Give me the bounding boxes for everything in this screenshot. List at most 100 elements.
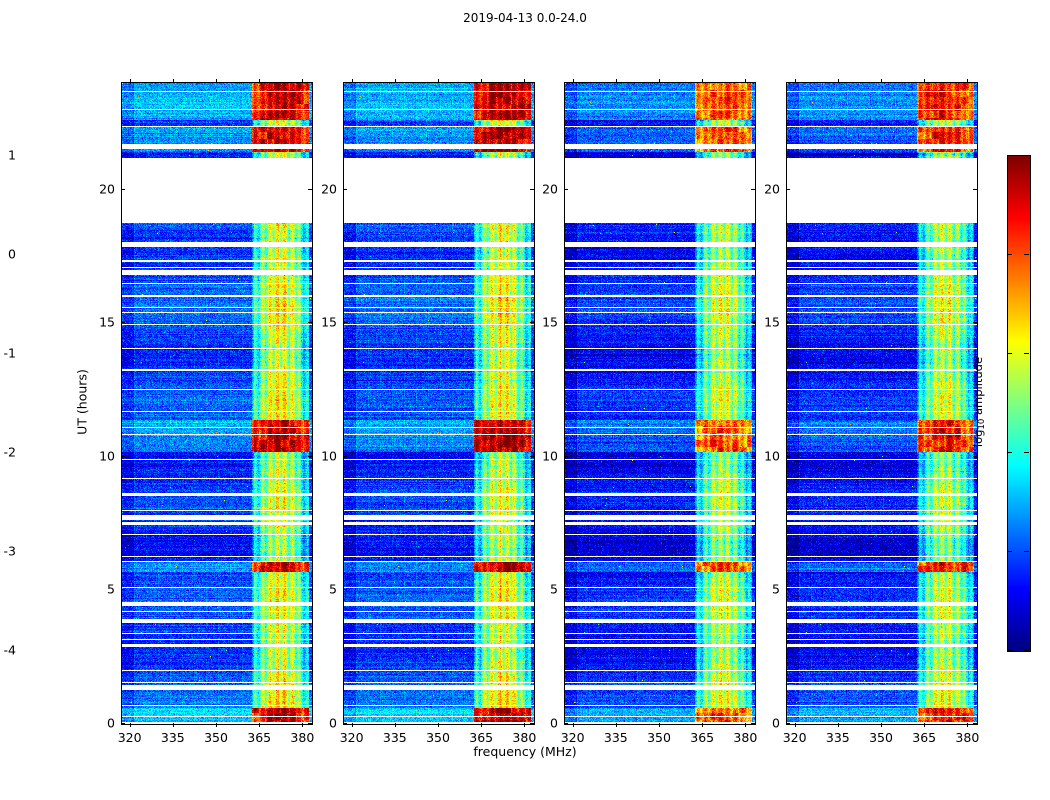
y-tick-mark xyxy=(530,455,534,457)
y-tick-label: 20 xyxy=(321,181,337,197)
x-tick-label: 365 xyxy=(690,730,715,745)
y-tick-mark xyxy=(751,322,755,324)
y-tick-label: 0 xyxy=(107,715,115,731)
x-tick-label: 350 xyxy=(426,730,450,745)
x-tick-mark xyxy=(351,723,353,727)
x-tick-mark xyxy=(837,723,839,727)
colorbar-tick-label: -1 xyxy=(3,345,16,361)
x-tick-mark xyxy=(967,79,969,83)
x-tick-mark xyxy=(572,79,574,83)
y-tick-mark xyxy=(973,322,977,324)
x-tick-label: 320 xyxy=(117,730,142,745)
y-tick-mark xyxy=(786,455,790,457)
y-tick-mark xyxy=(121,322,125,324)
y-tick-label: 15 xyxy=(321,314,337,330)
y-tick-mark xyxy=(121,188,125,190)
x-tick-label: 350 xyxy=(204,730,228,745)
x-tick-label: 350 xyxy=(869,730,893,745)
y-tick-mark xyxy=(751,723,755,724)
colorbar-tick-mark xyxy=(1007,254,1012,255)
y-tick-label: 20 xyxy=(542,181,558,197)
x-tick-mark xyxy=(438,723,439,727)
x-tick-mark xyxy=(794,79,796,83)
x-tick-mark xyxy=(172,723,174,727)
x-tick-mark xyxy=(702,79,704,83)
y-tick-mark xyxy=(308,455,312,457)
x-tick-mark xyxy=(524,723,526,727)
x-tick-mark xyxy=(524,79,526,83)
x-tick-mark xyxy=(702,723,704,727)
colorbar xyxy=(1007,155,1031,652)
y-tick-mark xyxy=(343,589,347,591)
panel-yy: YY, V2*V16=EA12*EA06 xyxy=(343,82,535,725)
y-tick-mark xyxy=(308,589,312,591)
y-tick-mark xyxy=(530,322,534,324)
figure-suptitle: 2019-04-13 0.0-24.0 xyxy=(463,11,587,25)
panel-xy: XY, V2*V16=EA12*EA06 xyxy=(564,82,756,725)
y-tick-label: 5 xyxy=(329,581,337,597)
waterfall-canvas-xx xyxy=(122,83,312,724)
colorbar-tick-label: -3 xyxy=(3,543,16,559)
y-tick-label: 0 xyxy=(329,715,337,731)
y-tick-mark xyxy=(308,322,312,324)
x-tick-label: 320 xyxy=(560,730,585,745)
y-tick-mark xyxy=(121,589,125,591)
y-tick-label: 20 xyxy=(764,181,780,197)
x-tick-mark xyxy=(129,79,131,83)
waterfall-canvas-yy xyxy=(344,83,534,724)
x-tick-mark xyxy=(351,79,353,83)
x-tick-mark xyxy=(615,723,617,727)
x-axis-label: frequency (MHz) xyxy=(473,744,577,759)
y-tick-label: 15 xyxy=(542,314,558,330)
x-tick-mark xyxy=(659,79,660,83)
x-tick-label: 380 xyxy=(290,730,315,745)
waterfall-image-xx xyxy=(122,83,312,724)
colorbar-tick-label: 0 xyxy=(8,246,16,262)
y-tick-mark xyxy=(530,188,534,190)
waterfall-image-yy xyxy=(344,83,534,724)
y-tick-mark xyxy=(973,723,977,724)
x-tick-mark xyxy=(259,723,261,727)
y-tick-mark xyxy=(751,188,755,190)
y-tick-label: 10 xyxy=(99,448,115,464)
y-tick-mark xyxy=(564,723,568,724)
x-tick-label: 335 xyxy=(382,730,407,745)
y-tick-mark xyxy=(973,455,977,457)
y-tick-mark xyxy=(121,723,125,724)
colorbar-tick-mark xyxy=(1024,353,1029,354)
x-tick-mark xyxy=(745,723,747,727)
x-tick-mark xyxy=(172,79,174,83)
x-tick-mark xyxy=(572,723,574,727)
colorbar-tick-label: 1 xyxy=(8,147,16,163)
y-tick-mark xyxy=(751,455,755,457)
panel-yx: YX, V2*V16=EA12*EA06 xyxy=(786,82,978,725)
colorbar-tick-label: -4 xyxy=(3,642,16,658)
x-tick-mark xyxy=(302,723,304,727)
y-tick-mark xyxy=(343,188,347,190)
colorbar-tick-mark xyxy=(1024,452,1029,453)
x-tick-label: 365 xyxy=(469,730,494,745)
x-tick-mark xyxy=(794,723,796,727)
x-tick-mark xyxy=(216,79,217,83)
y-tick-mark xyxy=(343,723,347,724)
y-tick-mark xyxy=(973,188,977,190)
colorbar-tick-mark xyxy=(1007,452,1012,453)
y-tick-mark xyxy=(530,723,534,724)
x-tick-label: 320 xyxy=(782,730,807,745)
y-tick-mark xyxy=(308,723,312,724)
colorbar-tick-mark xyxy=(1024,551,1029,552)
x-tick-mark xyxy=(438,79,439,83)
x-tick-label: 365 xyxy=(247,730,272,745)
colorbar-gradient xyxy=(1008,156,1030,651)
y-tick-label: 10 xyxy=(542,448,558,464)
y-tick-mark xyxy=(786,322,790,324)
colorbar-tick-mark xyxy=(1024,254,1029,255)
panel-xx: XX, V2*V16=EA12*EA06 xyxy=(121,82,313,725)
colorbar-tick-mark xyxy=(1007,650,1012,651)
y-tick-label: 5 xyxy=(772,581,780,597)
colorbar-tick-label: -2 xyxy=(3,444,16,460)
x-tick-label: 335 xyxy=(603,730,628,745)
x-tick-mark xyxy=(302,79,304,83)
x-tick-mark xyxy=(615,79,617,83)
